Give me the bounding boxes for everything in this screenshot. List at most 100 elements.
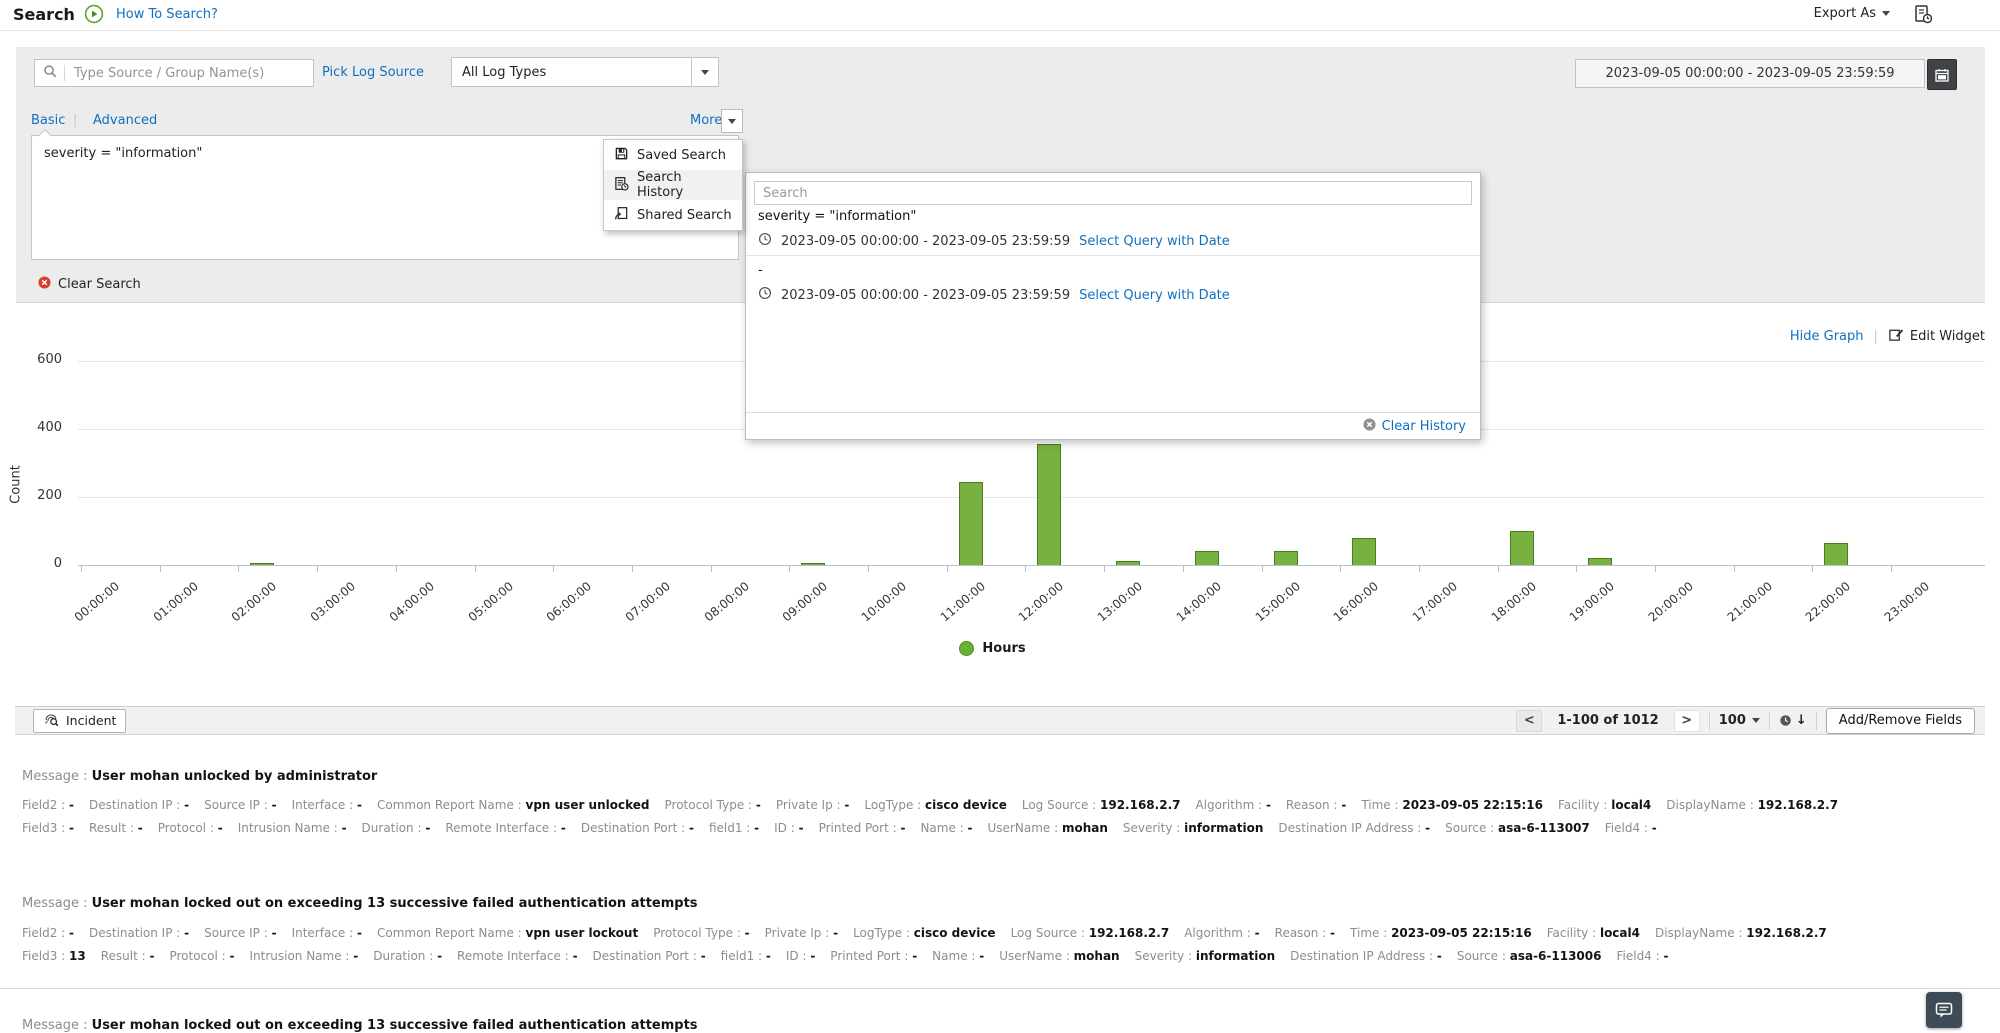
field-label: Result	[89, 821, 127, 835]
field-colon: :	[955, 821, 968, 835]
more-dropdown-arrow[interactable]	[721, 109, 743, 133]
history-query[interactable]: severity = "information"	[758, 209, 917, 224]
field-pair: Time : 2023-09-05 22:15:16	[1350, 926, 1532, 940]
bar-13:00:00[interactable]	[1116, 561, 1141, 565]
bar-14:00:00[interactable]	[1194, 551, 1219, 565]
field-colon: :	[137, 949, 150, 963]
hide-graph-link[interactable]: Hide Graph	[1789, 329, 1864, 344]
field-colon: :	[732, 926, 745, 940]
x-tick	[81, 566, 82, 572]
field-label: Destination IP Address	[1278, 821, 1414, 835]
source-input[interactable]	[72, 64, 313, 82]
message-colon: :	[78, 1018, 92, 1033]
field-value: -	[900, 821, 906, 835]
field-colon: :	[560, 949, 573, 963]
x-tick-label: 05:00:00	[465, 579, 516, 625]
tab-advanced[interactable]: Advanced	[93, 113, 158, 128]
field-label: Interface	[291, 926, 346, 940]
add-remove-fields-button[interactable]: Add/Remove Fields	[1825, 707, 1975, 734]
video-help-icon[interactable]	[84, 4, 104, 24]
field-value: -	[217, 821, 223, 835]
sort-by-time-button[interactable]: ↓	[1779, 713, 1807, 728]
x-tick-label: 06:00:00	[543, 579, 595, 625]
prev-page-button[interactable]: <	[1516, 709, 1543, 732]
bar-19:00:00[interactable]	[1588, 558, 1613, 565]
field-pair: Private Ip : -	[765, 926, 838, 940]
field-pair: Field4 : -	[1605, 821, 1657, 835]
bar-15:00:00[interactable]	[1273, 551, 1298, 565]
chat-support-button[interactable]	[1926, 992, 1962, 1028]
field-value: -	[1425, 821, 1431, 835]
x-tick-label: 23:00:00	[1881, 579, 1933, 625]
field-value: -	[184, 926, 190, 940]
page-size-dropdown[interactable]: 100	[1719, 713, 1760, 728]
log-type-select[interactable]: All Log Types	[451, 57, 719, 87]
edit-widget-button[interactable]: Edit Widget	[1888, 327, 1985, 346]
menu-item-shared-search[interactable]: Shared Search	[604, 200, 742, 230]
divider	[1815, 711, 1817, 730]
x-tick-label: 22:00:00	[1803, 579, 1854, 625]
export-history-icon[interactable]	[1912, 3, 1934, 25]
x-tick-label: 11:00:00	[937, 579, 988, 625]
message-colon: :	[78, 896, 92, 911]
fields-line1: Field2 : - Destination IP : - Source IP : …	[22, 926, 1842, 940]
field-value: -	[353, 949, 359, 963]
field-colon: :	[345, 798, 357, 812]
x-tick-label: 18:00:00	[1488, 579, 1539, 625]
field-colon: :	[754, 949, 766, 963]
incident-button[interactable]: Incident	[33, 708, 127, 733]
field-colon: :	[1379, 926, 1392, 940]
chart-legend[interactable]: Hours	[0, 641, 1985, 656]
field-value: vpn user lockout	[525, 926, 639, 940]
bar-18:00:00[interactable]	[1509, 531, 1534, 565]
date-range-input[interactable]	[1575, 59, 1925, 88]
field-label: DisplayName	[1654, 926, 1735, 940]
field-label: UserName	[987, 821, 1051, 835]
pick-log-source-link[interactable]: Pick Log Source	[322, 65, 424, 80]
field-label: Reason	[1285, 798, 1330, 812]
tab-basic[interactable]: Basic	[31, 113, 66, 128]
next-page-button[interactable]: >	[1673, 709, 1700, 732]
field-pair: Field2 : -	[22, 798, 74, 812]
how-to-search-link[interactable]: How To Search?	[116, 7, 218, 22]
x-tick-label: 03:00:00	[307, 579, 359, 625]
field-label: Facility	[1546, 926, 1589, 940]
bar-11:00:00[interactable]	[958, 482, 983, 565]
field-pair: Source : asa-6-113006	[1457, 949, 1602, 963]
bar-12:00:00[interactable]	[1037, 444, 1062, 565]
x-tick	[631, 566, 633, 572]
x-tick	[159, 566, 161, 572]
history-search-input[interactable]	[754, 181, 1472, 205]
source-search-box[interactable]	[34, 59, 314, 87]
more-link[interactable]: More	[690, 113, 723, 128]
select-query-with-date-link[interactable]: Select Query with Date	[1079, 287, 1230, 303]
bar-22:00:00[interactable]	[1824, 543, 1849, 565]
clock-icon	[758, 232, 772, 250]
bar-02:00:00[interactable]	[250, 563, 275, 565]
calendar-icon[interactable]	[1927, 59, 1957, 90]
field-colon: :	[549, 821, 561, 835]
select-query-with-date-link[interactable]: Select Query with Date	[1079, 233, 1230, 249]
history-item: severity = "information" 2023-09-05 00:00…	[746, 209, 1480, 250]
results-toolbar: Incident < 1-100 of 1012 > 100 ↓ Add/Rem…	[15, 706, 1985, 735]
field-label: Time	[1361, 798, 1391, 812]
x-tick	[1733, 566, 1735, 572]
field-label: UserName	[999, 949, 1062, 963]
bar-16:00:00[interactable]	[1352, 538, 1377, 565]
field-label: Severity	[1134, 949, 1185, 963]
select-arrow-box[interactable]	[691, 58, 718, 86]
field-pair: Protocol Type : -	[653, 926, 749, 940]
bar-09:00:00[interactable]	[801, 563, 826, 565]
clear-history-button[interactable]: Clear History	[746, 412, 1480, 439]
x-tick	[553, 566, 555, 572]
field-colon: :	[913, 798, 926, 812]
clear-search-button[interactable]: Clear Search	[38, 276, 141, 293]
menu-item-saved-search[interactable]: Saved Search	[604, 140, 742, 170]
menu-item-search-history[interactable]: Search History	[604, 170, 742, 200]
field-colon: :	[259, 798, 272, 812]
export-as-dropdown[interactable]: Export As	[1814, 6, 1890, 21]
field-label: Result	[100, 949, 138, 963]
field-value: -	[149, 949, 155, 963]
history-query[interactable]: -	[758, 263, 763, 278]
field-colon: :	[832, 798, 845, 812]
